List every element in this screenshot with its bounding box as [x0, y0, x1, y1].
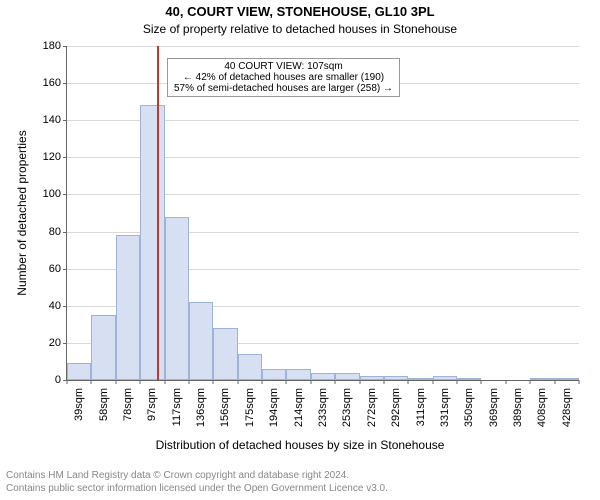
x-tick-label: 136sqm: [195, 388, 207, 427]
histogram-bar: [189, 302, 213, 380]
histogram-bar: [116, 235, 140, 380]
x-tick-mark: [457, 380, 458, 384]
x-tick-label: 78sqm: [122, 388, 134, 421]
y-tick-label: 20: [49, 337, 61, 349]
x-tick-label: 156sqm: [219, 388, 231, 427]
x-tick-label: 311sqm: [415, 388, 427, 426]
x-tick-label: 58sqm: [98, 388, 110, 421]
plot-area: 02040608010012014016018039sqm58sqm78sqm9…: [66, 46, 579, 381]
x-axis-label: Distribution of detached houses by size …: [0, 438, 600, 452]
x-tick-label: 97sqm: [146, 388, 158, 421]
histogram-bar: [165, 217, 189, 380]
x-tick-mark: [383, 380, 384, 384]
x-tick-label: 389sqm: [512, 388, 524, 427]
x-tick-mark: [286, 380, 287, 384]
x-tick-mark: [359, 380, 360, 384]
histogram-bar: [286, 369, 310, 380]
x-tick-mark: [115, 380, 116, 384]
gridline: [67, 46, 579, 47]
histogram-bar: [433, 376, 457, 380]
histogram-bar: [335, 373, 359, 380]
x-tick-mark: [262, 380, 263, 384]
histogram-bar: [530, 378, 554, 380]
x-tick-label: 39sqm: [73, 388, 85, 421]
histogram-bar: [360, 376, 384, 380]
x-tick-mark: [164, 380, 165, 384]
chart-title-address: 40, COURT VIEW, STONEHOUSE, GL10 3PL: [0, 4, 600, 19]
annotation-line: ← 42% of detached houses are smaller (19…: [174, 72, 393, 83]
histogram-bar: [457, 378, 481, 380]
histogram-bar: [555, 378, 579, 380]
x-tick-mark: [481, 380, 482, 384]
y-tick-label: 60: [49, 263, 61, 275]
x-tick-mark: [530, 380, 531, 384]
x-tick-mark: [432, 380, 433, 384]
y-tick-label: 120: [43, 151, 61, 163]
x-tick-label: 331sqm: [439, 388, 451, 427]
copyright-footer: Contains HM Land Registry data © Crown c…: [0, 470, 600, 495]
x-tick-label: 292sqm: [390, 388, 402, 427]
reference-line: [157, 46, 159, 380]
histogram-bar: [67, 363, 91, 380]
x-tick-label: 194sqm: [268, 388, 280, 427]
histogram-bar: [91, 315, 115, 380]
x-tick-mark: [554, 380, 555, 384]
annotation-line: 40 COURT VIEW: 107sqm: [174, 61, 393, 72]
x-tick-label: 369sqm: [488, 388, 500, 427]
chart-title-sub: Size of property relative to detached ho…: [0, 22, 600, 36]
x-tick-label: 428sqm: [561, 388, 573, 427]
x-tick-mark: [188, 380, 189, 384]
x-tick-mark: [335, 380, 336, 384]
histogram-bar: [408, 378, 432, 380]
histogram-bar: [311, 373, 335, 380]
x-tick-mark: [91, 380, 92, 384]
x-tick-label: 253sqm: [341, 388, 353, 427]
x-tick-mark: [505, 380, 506, 384]
y-axis-label: Number of detached properties: [15, 130, 29, 295]
x-tick-mark: [213, 380, 214, 384]
x-tick-label: 408sqm: [536, 388, 548, 427]
x-tick-mark: [408, 380, 409, 384]
y-tick-label: 80: [49, 226, 61, 238]
histogram-bar: [262, 369, 286, 380]
x-tick-mark: [237, 380, 238, 384]
x-tick-mark: [67, 380, 68, 384]
footer-line: Contains HM Land Registry data © Crown c…: [6, 470, 594, 483]
x-tick-mark: [579, 380, 580, 384]
x-tick-label: 117sqm: [171, 388, 183, 426]
footer-line: Contains public sector information licen…: [6, 483, 594, 496]
y-tick-label: 160: [43, 77, 61, 89]
x-tick-label: 175sqm: [244, 388, 256, 427]
x-tick-label: 350sqm: [463, 388, 475, 427]
x-tick-label: 272sqm: [366, 388, 378, 427]
x-tick-label: 233sqm: [317, 388, 329, 427]
y-tick-label: 0: [55, 374, 61, 386]
x-tick-mark: [140, 380, 141, 384]
annotation-box: 40 COURT VIEW: 107sqm← 42% of detached h…: [167, 58, 400, 97]
histogram-bar: [238, 354, 262, 380]
histogram-bar: [213, 328, 237, 380]
x-tick-label: 214sqm: [293, 388, 305, 427]
x-tick-mark: [310, 380, 311, 384]
y-tick-label: 180: [43, 40, 61, 52]
histogram-bar: [140, 105, 164, 380]
y-tick-label: 40: [49, 300, 61, 312]
annotation-line: 57% of semi-detached houses are larger (…: [174, 83, 393, 94]
histogram-bar: [384, 376, 408, 380]
y-tick-label: 140: [43, 114, 61, 126]
y-tick-label: 100: [43, 188, 61, 200]
